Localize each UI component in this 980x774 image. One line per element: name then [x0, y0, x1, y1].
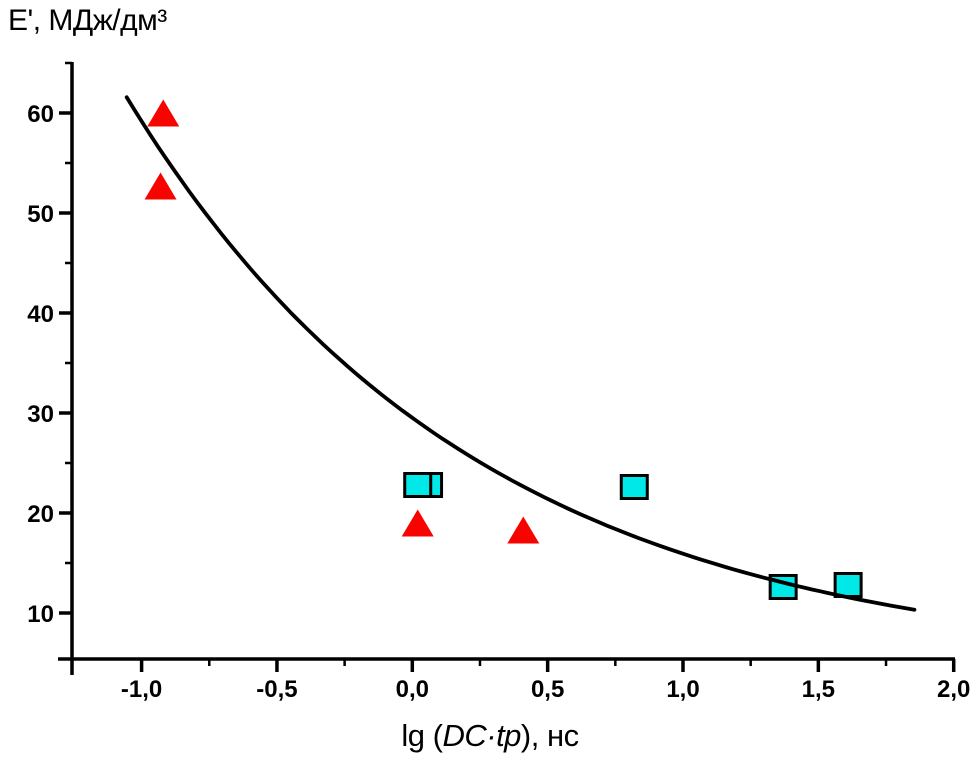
y-tick-label: 20 [27, 501, 54, 528]
y-tick-label: 30 [27, 401, 54, 428]
square-marker [833, 572, 863, 598]
x-tick-label: -1,0 [121, 676, 162, 703]
x-axis-title-variable: DC·tp [442, 718, 521, 753]
y-axis-title-text: E', МДж/дм³ [8, 4, 167, 37]
y-tick-label: 10 [27, 601, 54, 628]
x-tick-label: 1,0 [666, 676, 699, 703]
square-marker [619, 474, 649, 500]
x-tick-label: 0,5 [531, 676, 564, 703]
x-tick-label: 0,0 [396, 676, 429, 703]
y-tick-label: 40 [27, 301, 54, 328]
triangle-marker [401, 509, 434, 537]
triangle-marker [507, 516, 540, 544]
y-tick-label: 60 [27, 101, 54, 128]
fit-curve [124, 95, 917, 612]
x-axis-title: lg (DC·tp), нс [0, 718, 980, 754]
x-tick-label: 1,5 [802, 676, 835, 703]
y-axis-title: E', МДж/дм³ [8, 4, 167, 38]
x-axis-title-suffix: ), нс [520, 718, 579, 753]
square-marker [403, 472, 433, 498]
x-axis-title-prefix: lg ( [401, 718, 443, 753]
triangle-marker [147, 99, 180, 127]
x-tick-label: -0,5 [256, 676, 297, 703]
triangle-marker [144, 172, 177, 200]
y-tick-label: 50 [27, 201, 54, 228]
x-tick-label: 2,0 [937, 676, 970, 703]
